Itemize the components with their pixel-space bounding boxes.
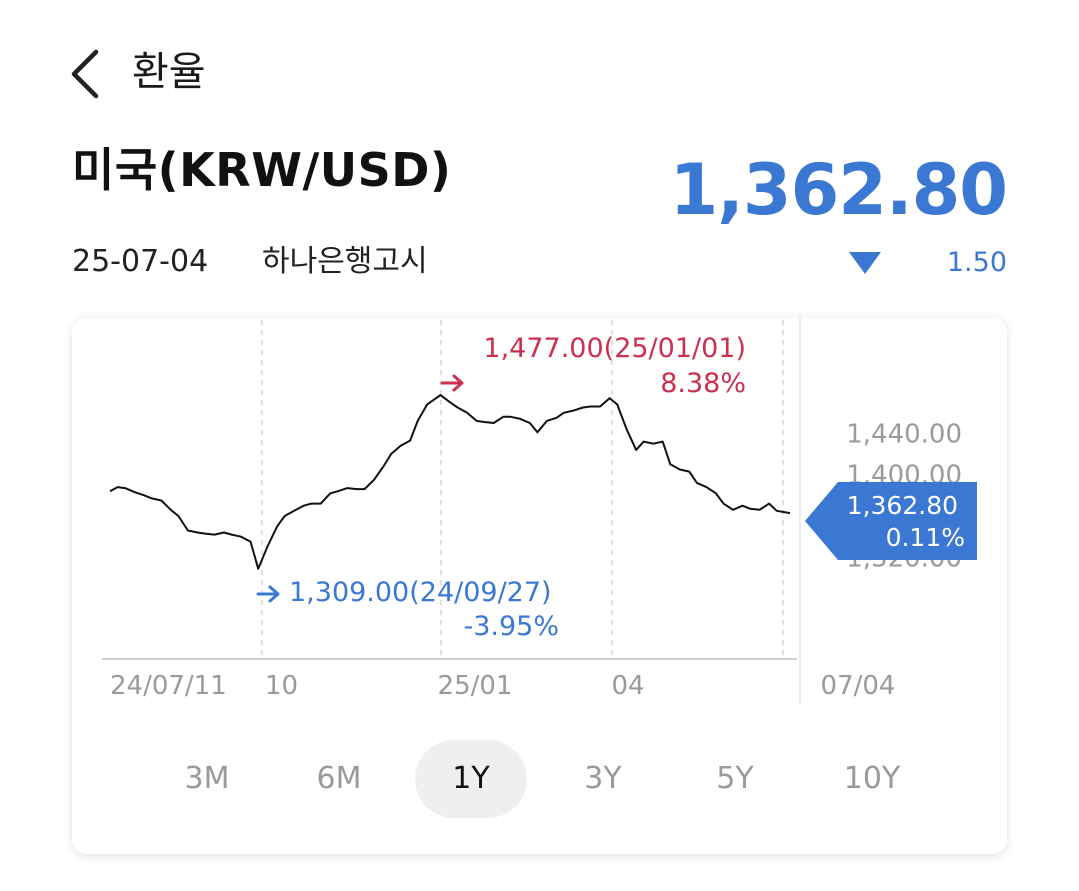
currency-name: 미국(KRW/USD) bbox=[72, 143, 452, 197]
triangle-down-icon bbox=[849, 252, 881, 274]
tab-1y[interactable]: 1Y bbox=[415, 740, 527, 818]
period-tabs: 3M 6M 1Y 3Y 5Y 10Y bbox=[140, 740, 940, 818]
change-value: 1.50 bbox=[946, 247, 1007, 278]
tab-3m[interactable]: 3M bbox=[184, 761, 230, 796]
current-rate: 1,362.80 bbox=[669, 149, 1008, 231]
back-button[interactable] bbox=[62, 44, 110, 104]
tab-5y[interactable]: 5Y bbox=[716, 761, 754, 796]
tab-6m[interactable]: 6M bbox=[316, 761, 362, 796]
tab-10y[interactable]: 10Y bbox=[843, 761, 901, 796]
chevron-left-icon bbox=[71, 49, 99, 99]
rate-source: 하나은행고시 bbox=[262, 244, 428, 279]
tab-3y[interactable]: 3Y bbox=[584, 761, 622, 796]
rate-date: 25-07-04 bbox=[72, 244, 209, 279]
page-title: 환율 bbox=[132, 49, 206, 95]
